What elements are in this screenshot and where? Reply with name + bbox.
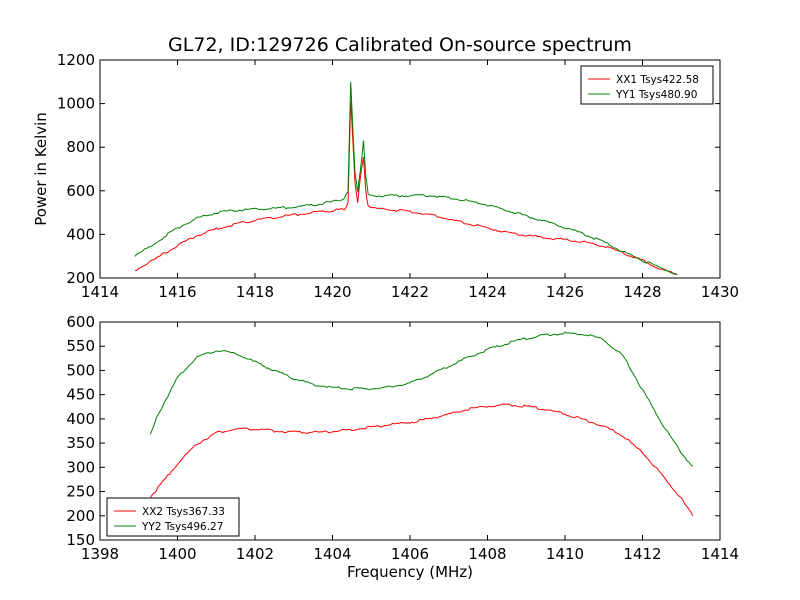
top-y-tick-label: 1200 <box>57 51 95 69</box>
top-y-tick-label: 600 <box>66 182 95 200</box>
top-y-tick-label: 400 <box>66 225 95 243</box>
bottom-y-tick-label: 450 <box>66 386 95 404</box>
bottom-y-tick-label: 500 <box>66 361 95 379</box>
bottom-x-tick-label: 1404 <box>313 545 351 563</box>
top-legend-box <box>580 65 714 105</box>
top-x-tick-label: 1422 <box>391 283 429 301</box>
top-x-tick-label: 1420 <box>313 283 351 301</box>
top-y-tick-label: 800 <box>66 138 95 156</box>
top-x-tick-label: 1426 <box>546 283 584 301</box>
bottom-x-tick-label: 1406 <box>391 545 429 563</box>
bottom-x-tick-label: 1398 <box>81 545 119 563</box>
bottom-y-tick-label: 600 <box>66 313 95 331</box>
top-y-axis-label: Power in Kelvin <box>32 112 50 226</box>
bottom-y-tick-label: 250 <box>66 483 95 501</box>
bottom-y-tick-label: 550 <box>66 337 95 355</box>
top-x-tick-label: 1424 <box>468 283 506 301</box>
series-line-top-2 <box>134 81 678 276</box>
bottom-legend: XX2 Tsys367.33 YY2 Tsys496.27 <box>106 497 240 537</box>
bottom-x-tick-label: 1414 <box>701 545 739 563</box>
bottom-y-tick-label: 200 <box>66 507 95 525</box>
top-x-tick-label: 1430 <box>701 283 739 301</box>
bottom-y-tick-label: 150 <box>66 531 95 549</box>
bottom-x-tick-label: 1408 <box>468 545 506 563</box>
bottom-legend-label: YY2 Tsys496.27 <box>141 521 223 533</box>
bottom-y-tick-label: 300 <box>66 458 95 476</box>
bottom-panel: 1398 1400 1402 1404 1406 1408 1410 1412 1414 150 2… <box>66 313 739 563</box>
top-x-tick-label: 1418 <box>236 283 274 301</box>
series-line-bottom-2 <box>149 331 694 467</box>
figure-title: GL72, ID:129726 Calibrated On-source spe… <box>168 34 632 56</box>
top-x-tick-label: 1428 <box>623 283 661 301</box>
top-panel: 1414 1416 1418 1420 1422 1424 1426 1428 1430 200 4… <box>32 51 739 301</box>
bottom-x-tick-label: 1402 <box>236 545 274 563</box>
bottom-legend-box <box>106 497 240 537</box>
x-axis-label: Frequency (MHz) <box>347 563 473 581</box>
top-legend-label: YY1 Tsys480.90 <box>615 89 697 101</box>
series-line-top-1 <box>134 100 678 276</box>
bottom-x-tick-label: 1410 <box>546 545 584 563</box>
top-y-tick-label: 200 <box>66 269 95 287</box>
bottom-y-tick-label: 400 <box>66 410 95 428</box>
bottom-y-tick-label: 350 <box>66 434 95 452</box>
bottom-legend-label: XX2 Tsys367.33 <box>142 506 225 518</box>
top-x-tick-label: 1416 <box>158 283 196 301</box>
bottom-x-tick-label: 1412 <box>623 545 661 563</box>
top-legend: XX1 Tsys422.58 YY1 Tsys480.90 <box>580 65 714 105</box>
top-x-tick-label: 1414 <box>81 283 119 301</box>
series-line-bottom-1 <box>149 403 694 517</box>
top-y-tick-label: 1000 <box>57 95 95 113</box>
top-legend-label: XX1 Tsys422.58 <box>616 74 699 86</box>
bottom-x-tick-label: 1400 <box>158 545 196 563</box>
